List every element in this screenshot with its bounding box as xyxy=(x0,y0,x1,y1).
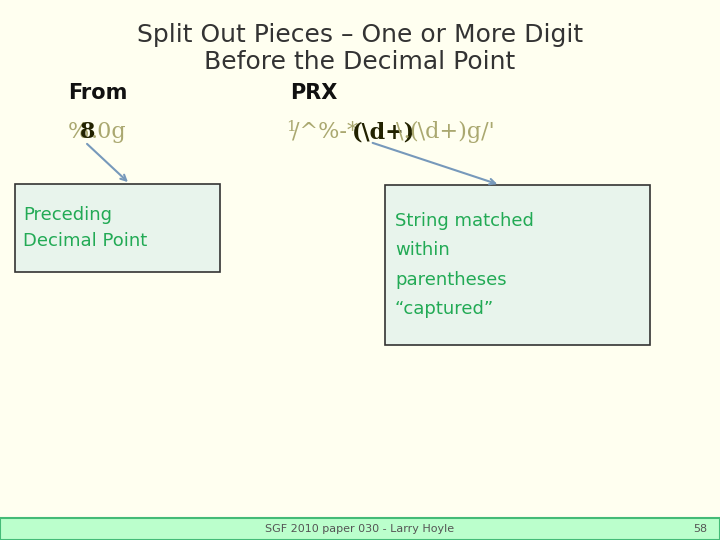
Bar xyxy=(15,184,220,272)
Text: String matched
within
parentheses
“captured”: String matched within parentheses “captu… xyxy=(395,212,534,318)
Text: .0g: .0g xyxy=(91,121,127,143)
Text: Preceding
Decimal Point: Preceding Decimal Point xyxy=(23,206,148,250)
Bar xyxy=(385,185,650,345)
Text: %: % xyxy=(68,121,89,143)
Text: \.: \. xyxy=(396,121,410,143)
Text: (\d+)g/': (\d+)g/' xyxy=(409,121,495,143)
Text: /^%-*: /^%-* xyxy=(292,121,358,143)
Text: PRX: PRX xyxy=(290,83,338,103)
Text: (\d+): (\d+) xyxy=(352,121,415,143)
Text: SGF 2010 paper 030 - Larry Hoyle: SGF 2010 paper 030 - Larry Hoyle xyxy=(266,524,454,534)
Text: Before the Decimal Point: Before the Decimal Point xyxy=(204,50,516,74)
Text: 58: 58 xyxy=(693,524,707,534)
Text: From: From xyxy=(68,83,127,103)
Text: 8: 8 xyxy=(80,121,96,143)
Bar xyxy=(0,518,720,540)
Text: 1: 1 xyxy=(286,120,296,134)
Text: Split Out Pieces – One or More Digit: Split Out Pieces – One or More Digit xyxy=(137,23,583,47)
